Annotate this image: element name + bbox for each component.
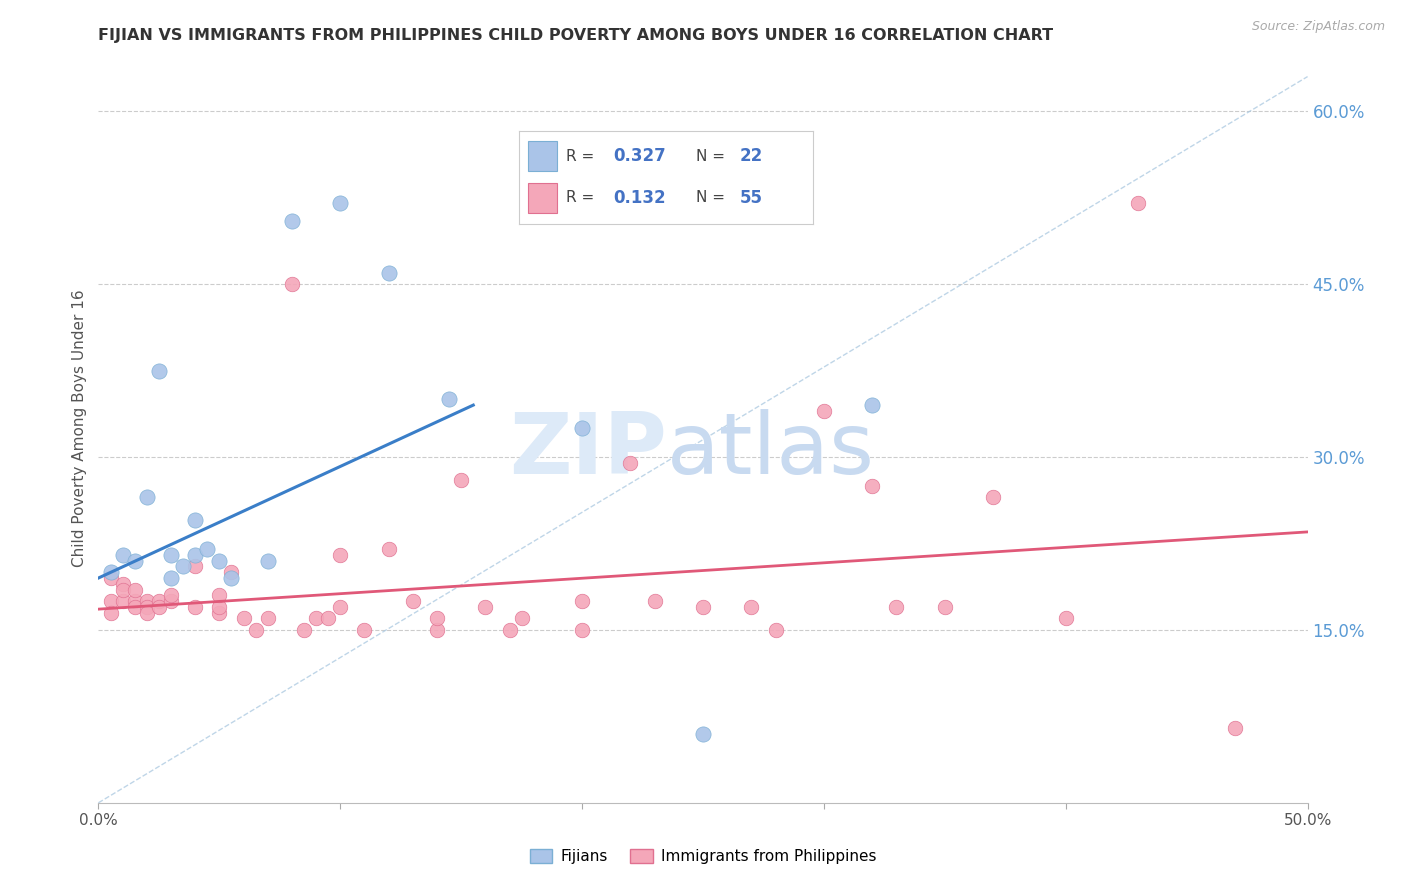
Point	[329, 196, 352, 211]
Text: 0.327: 0.327	[613, 147, 666, 165]
Point	[329, 548, 352, 562]
Point	[981, 491, 1004, 505]
Point	[256, 554, 278, 568]
Point	[402, 594, 425, 608]
FancyBboxPatch shape	[527, 141, 557, 171]
Point	[184, 513, 207, 527]
Point	[111, 594, 134, 608]
Point	[160, 571, 183, 585]
Point	[498, 623, 520, 637]
Point	[100, 571, 122, 585]
Point	[208, 606, 231, 620]
Point	[124, 582, 146, 597]
Point	[813, 404, 835, 418]
Text: atlas: atlas	[666, 409, 875, 492]
Point	[208, 599, 231, 614]
Point	[571, 594, 593, 608]
Point	[860, 479, 883, 493]
Point	[195, 542, 218, 557]
Point	[740, 599, 762, 614]
Point	[100, 606, 122, 620]
FancyBboxPatch shape	[527, 183, 557, 212]
Point	[124, 554, 146, 568]
Point	[377, 266, 399, 280]
Point	[329, 599, 352, 614]
Point	[619, 456, 641, 470]
Point	[221, 571, 243, 585]
Point	[450, 473, 472, 487]
Point	[184, 599, 207, 614]
Point	[644, 594, 666, 608]
Point	[208, 588, 231, 602]
Point	[135, 491, 157, 505]
Point	[426, 623, 449, 637]
Text: 55: 55	[740, 189, 762, 207]
Point	[571, 623, 593, 637]
Point	[160, 588, 183, 602]
Point	[437, 392, 460, 407]
Point	[1128, 196, 1150, 211]
Text: Source: ZipAtlas.com: Source: ZipAtlas.com	[1251, 20, 1385, 33]
Text: N =: N =	[696, 149, 730, 163]
Point	[100, 566, 122, 580]
Point	[100, 594, 122, 608]
Point	[135, 606, 157, 620]
Text: FIJIAN VS IMMIGRANTS FROM PHILIPPINES CHILD POVERTY AMONG BOYS UNDER 16 CORRELAT: FIJIAN VS IMMIGRANTS FROM PHILIPPINES CH…	[98, 28, 1053, 43]
Point	[111, 582, 134, 597]
Point	[692, 599, 714, 614]
Point	[160, 548, 183, 562]
Point	[571, 421, 593, 435]
Point	[1054, 611, 1077, 625]
Point	[692, 726, 714, 740]
Point	[1223, 721, 1246, 735]
Text: 22: 22	[740, 147, 763, 165]
Point	[353, 623, 375, 637]
Y-axis label: Child Poverty Among Boys Under 16: Child Poverty Among Boys Under 16	[72, 289, 87, 567]
Legend: Fijians, Immigrants from Philippines: Fijians, Immigrants from Philippines	[523, 843, 883, 870]
Point	[160, 594, 183, 608]
Point	[934, 599, 956, 614]
Point	[377, 542, 399, 557]
Point	[221, 566, 243, 580]
Point	[124, 594, 146, 608]
Point	[765, 623, 787, 637]
Point	[281, 277, 304, 291]
Point	[111, 548, 134, 562]
Point	[860, 398, 883, 412]
Point	[184, 559, 207, 574]
Point	[245, 623, 267, 637]
Point	[135, 594, 157, 608]
Point	[316, 611, 339, 625]
Point	[184, 548, 207, 562]
Point	[172, 559, 194, 574]
Point	[148, 599, 170, 614]
Point	[292, 623, 315, 637]
Point	[135, 599, 157, 614]
Point	[886, 599, 908, 614]
Point	[111, 576, 134, 591]
Text: 0.132: 0.132	[613, 189, 666, 207]
Point	[426, 611, 449, 625]
Point	[208, 554, 231, 568]
Text: N =: N =	[696, 190, 730, 205]
Point	[474, 599, 496, 614]
Point	[148, 594, 170, 608]
Text: ZIP: ZIP	[509, 409, 666, 492]
Point	[281, 213, 304, 227]
Point	[148, 363, 170, 377]
Point	[232, 611, 254, 625]
Text: R =: R =	[567, 190, 599, 205]
Text: R =: R =	[567, 149, 599, 163]
Point	[124, 599, 146, 614]
Point	[510, 611, 533, 625]
Point	[256, 611, 278, 625]
Point	[305, 611, 328, 625]
